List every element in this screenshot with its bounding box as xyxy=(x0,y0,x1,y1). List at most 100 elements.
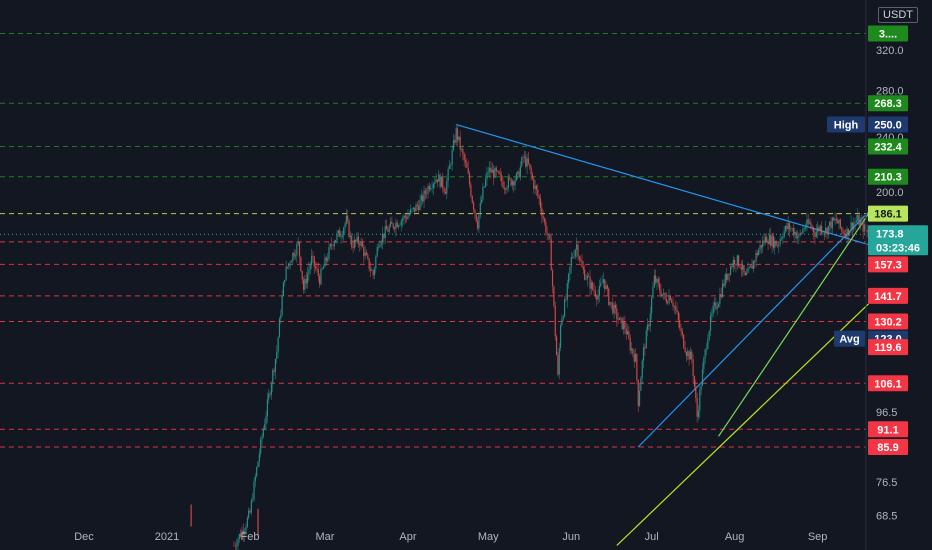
time-tick-label: Mar xyxy=(315,531,334,543)
candle-body xyxy=(695,386,697,398)
candle-body xyxy=(851,222,854,230)
last-price-label: 173.8 xyxy=(876,228,904,240)
candle-body xyxy=(519,166,522,178)
candle-body xyxy=(478,215,480,229)
candle-body xyxy=(543,218,546,223)
candle-body xyxy=(531,174,534,179)
candle-body xyxy=(850,222,852,231)
candle-body xyxy=(821,225,823,233)
candle-body xyxy=(738,255,740,266)
candle-body xyxy=(498,170,500,175)
candle-body xyxy=(862,220,864,232)
candle-body xyxy=(464,160,467,163)
candle-body xyxy=(348,220,350,238)
candle-body xyxy=(778,244,780,247)
candle-body xyxy=(577,244,579,257)
candle-body xyxy=(547,234,550,235)
candle-body xyxy=(254,476,256,482)
candle-body xyxy=(617,319,619,320)
candle-body xyxy=(756,253,758,256)
candle-body xyxy=(616,308,618,320)
trendlines[interactable] xyxy=(455,123,869,546)
candle-body xyxy=(537,189,539,196)
candle-body xyxy=(679,320,681,329)
candle-body xyxy=(372,270,374,276)
candle-body xyxy=(369,269,372,271)
candle-body xyxy=(533,178,535,189)
candle-body xyxy=(510,178,512,186)
candle-body xyxy=(551,270,554,287)
level-tag-label: 106.1 xyxy=(874,378,902,390)
candle-body xyxy=(373,268,376,276)
candle-body xyxy=(835,218,837,221)
candle-body xyxy=(642,347,645,361)
candle-body xyxy=(423,190,425,202)
currency-badge[interactable]: USDT xyxy=(878,7,918,23)
candle-body xyxy=(570,257,572,267)
candle-body xyxy=(438,174,440,182)
candle-body xyxy=(600,283,602,286)
candle-body xyxy=(759,245,761,251)
level-tag-label: 210.3 xyxy=(874,172,902,184)
candle-body xyxy=(310,255,313,266)
level-tag xyxy=(868,439,908,456)
candle-body xyxy=(711,313,713,317)
candle-body xyxy=(550,238,552,271)
candle-body xyxy=(397,225,400,228)
candle-body xyxy=(355,239,357,242)
candle-body xyxy=(760,245,762,248)
candle-body xyxy=(490,167,492,173)
candle-body xyxy=(474,209,476,214)
candle-body xyxy=(779,239,781,245)
candle-body xyxy=(732,259,734,268)
candle-body xyxy=(321,268,323,270)
candle-body xyxy=(652,287,654,298)
price-tick-label: 68.5 xyxy=(876,510,897,522)
candle-body xyxy=(471,196,473,203)
candle-body xyxy=(701,369,704,386)
candle-body xyxy=(605,285,607,289)
time-axis-ticks: Dec 2021 Feb Mar Apr May Jun Jul Aug Sep xyxy=(74,531,827,543)
candle-body xyxy=(857,215,859,222)
candle-body xyxy=(300,256,302,272)
candle-body xyxy=(842,230,844,234)
candle-body xyxy=(728,273,730,275)
candle-body xyxy=(854,222,856,224)
candle-body xyxy=(242,530,244,535)
candle-body xyxy=(633,354,635,362)
candle-body xyxy=(725,274,728,280)
candle-body xyxy=(609,302,611,305)
candle-body xyxy=(514,180,516,186)
candle-body xyxy=(815,231,817,237)
candle-body xyxy=(661,294,663,297)
candle-body xyxy=(499,174,501,176)
candle-body xyxy=(810,222,812,227)
trendline xyxy=(616,303,869,546)
marker-name-tag xyxy=(827,116,865,133)
last-price-tag xyxy=(868,225,928,256)
time-tick-label: Feb xyxy=(241,531,260,543)
candle-body xyxy=(455,128,457,143)
candle-body xyxy=(530,167,532,175)
candle-body xyxy=(791,228,793,229)
candle-body xyxy=(752,261,754,269)
candle-body xyxy=(414,207,416,212)
candle-body xyxy=(518,171,520,178)
candle-body xyxy=(339,230,341,237)
candle-body xyxy=(252,499,254,501)
candle-body xyxy=(286,266,289,268)
candle-body xyxy=(447,168,449,181)
candle-body xyxy=(606,285,609,289)
candle-body xyxy=(649,313,651,327)
candle-body xyxy=(558,348,560,375)
candle-body xyxy=(527,158,530,164)
candle-body xyxy=(262,429,264,437)
candle-body xyxy=(439,174,441,187)
candle-body xyxy=(594,291,596,297)
candle-body xyxy=(502,181,504,188)
candle-body xyxy=(553,286,555,306)
candle-body xyxy=(834,218,836,221)
candle-body xyxy=(308,269,310,274)
candle-body xyxy=(743,264,745,273)
